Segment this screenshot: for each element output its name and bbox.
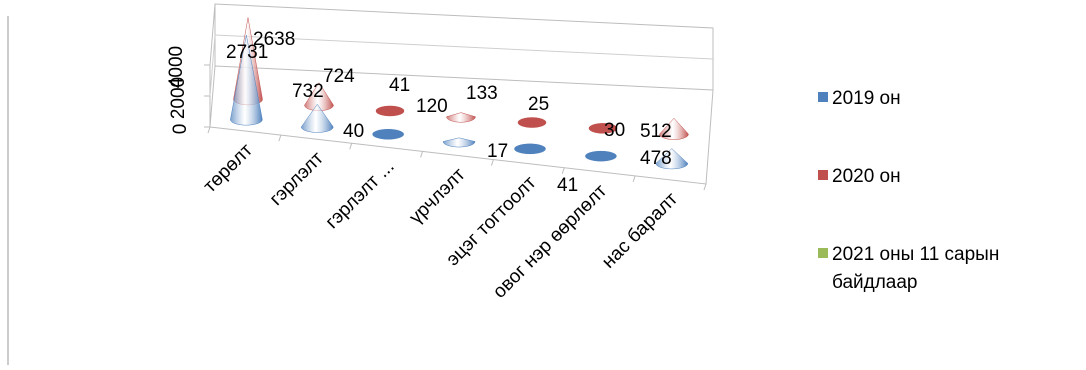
legend-item-2020: 2020 он <box>818 163 901 191</box>
cone-0-2 <box>371 128 405 141</box>
cone-1-5 <box>588 122 618 135</box>
cone-0-4 <box>513 143 547 155</box>
data-label-s2020-2: 41 <box>389 75 410 96</box>
legend-label-2019: 2019 он <box>832 88 901 109</box>
x-tick-mark <box>632 175 636 183</box>
x-tick-mark <box>561 167 565 174</box>
category-label-1: гэрлэлт <box>266 148 328 210</box>
y-tick-label: 0 <box>170 124 191 135</box>
cone-0-6 <box>655 148 689 170</box>
category-label-2: гэрлэлт ... <box>322 156 399 233</box>
data-label-s2020-6: 512 <box>640 121 672 142</box>
y-tick-label: 2000 <box>168 77 189 119</box>
grid-layer <box>204 3 714 191</box>
x-tick-mark <box>207 126 211 134</box>
data-label-s2020-1: 724 <box>323 66 355 87</box>
legend-swatch-2021 <box>818 248 828 258</box>
data-label-s2019-0: 2731 <box>226 42 268 63</box>
category-label-3: үрчлэлт <box>405 164 469 228</box>
x-tick-mark <box>420 151 424 158</box>
legend-label-2020: 2020 он <box>832 166 901 187</box>
data-label-s2020-4: 25 <box>528 94 549 115</box>
x-tick-mark <box>349 143 353 150</box>
category-label-0: төрөлт <box>200 140 258 198</box>
legend-item-2019: 2019 он <box>818 85 901 113</box>
cone-1-2 <box>375 105 405 117</box>
data-label-s2019-1: 732 <box>292 81 324 102</box>
cone-1-1 <box>304 82 334 111</box>
mark-layer <box>230 17 689 170</box>
x-tick-mark <box>490 159 494 166</box>
cone-1-3 <box>446 112 476 123</box>
cone-0-5 <box>584 150 618 162</box>
gridline-2000 <box>209 34 714 97</box>
data-label-s2019-5: 41 <box>557 175 578 196</box>
x-tick-mark <box>278 134 282 142</box>
data-label-s2020-5: 30 <box>604 120 625 141</box>
data-label-s2020-3: 133 <box>466 83 498 104</box>
y-tick-label: 4000 <box>166 46 187 88</box>
cone-0-3 <box>442 137 476 148</box>
cone-0-0 <box>230 34 263 126</box>
data-label-s2019-6: 478 <box>640 148 672 169</box>
legend-swatch-2020 <box>818 170 828 180</box>
data-label-s2020-0: 2638 <box>253 29 295 50</box>
legend-item-2021: 2021 оны 11 сарын байдлаар <box>818 241 1000 297</box>
legend-label-2021: 2021 оны 11 сарын байдлаар <box>832 244 1000 293</box>
cone-1-4 <box>517 116 547 129</box>
floor-outline <box>209 65 714 185</box>
cone-1-6 <box>659 117 689 140</box>
x-tick-mark <box>703 183 707 191</box>
data-label-s2019-2: 40 <box>343 121 364 142</box>
category-label-6: нас баралт <box>598 188 682 272</box>
cone-0-1 <box>301 103 334 133</box>
data-label-s2019-3: 120 <box>416 96 448 117</box>
data-label-s2019-4: 17 <box>487 141 508 162</box>
legend-swatch-2019 <box>818 92 828 102</box>
